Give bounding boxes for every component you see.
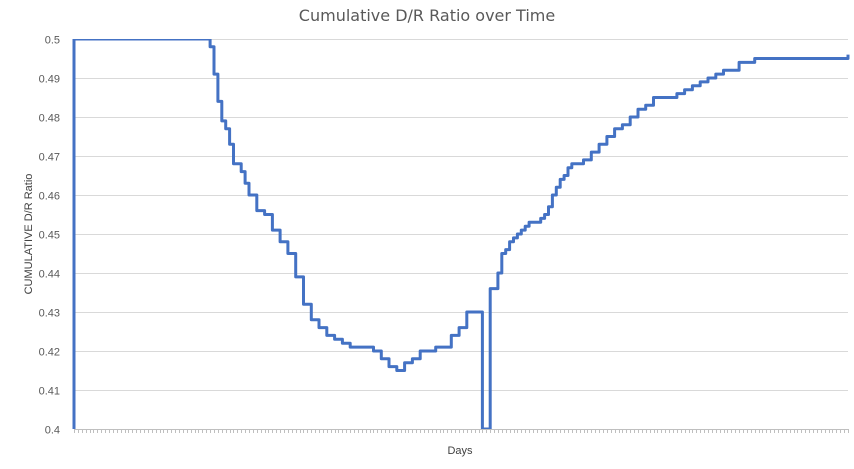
x-axis-title: Days xyxy=(447,445,473,457)
y-tick-label: 0.48 xyxy=(39,113,60,125)
series-line xyxy=(72,39,850,429)
y-axis-title: CUMULATIVE D/R Ratio xyxy=(23,174,35,295)
y-tick-label: 0.4 xyxy=(45,425,60,437)
y-tick-label: 0.5 xyxy=(45,35,60,47)
y-tick-labels: 0.4 0.41 0.42 0.43 0.44 0.45 0.46 0.47 0.48 0.49 0… xyxy=(39,35,60,437)
y-tick-label: 0.43 xyxy=(39,308,60,320)
series-layer xyxy=(72,39,850,429)
y-tick-label: 0.44 xyxy=(39,269,60,281)
y-tick-label: 0.42 xyxy=(39,347,60,359)
chart-title: Cumulative D/R Ratio over Time xyxy=(299,6,555,25)
gridlines xyxy=(74,39,848,430)
y-tick-label: 0.47 xyxy=(39,152,60,164)
y-tick-label: 0.45 xyxy=(39,230,60,242)
x-tick-marks xyxy=(74,429,849,433)
y-tick-label: 0.49 xyxy=(39,74,60,86)
y-tick-label: 0.41 xyxy=(39,386,60,398)
y-tick-label: 0.46 xyxy=(39,191,60,203)
